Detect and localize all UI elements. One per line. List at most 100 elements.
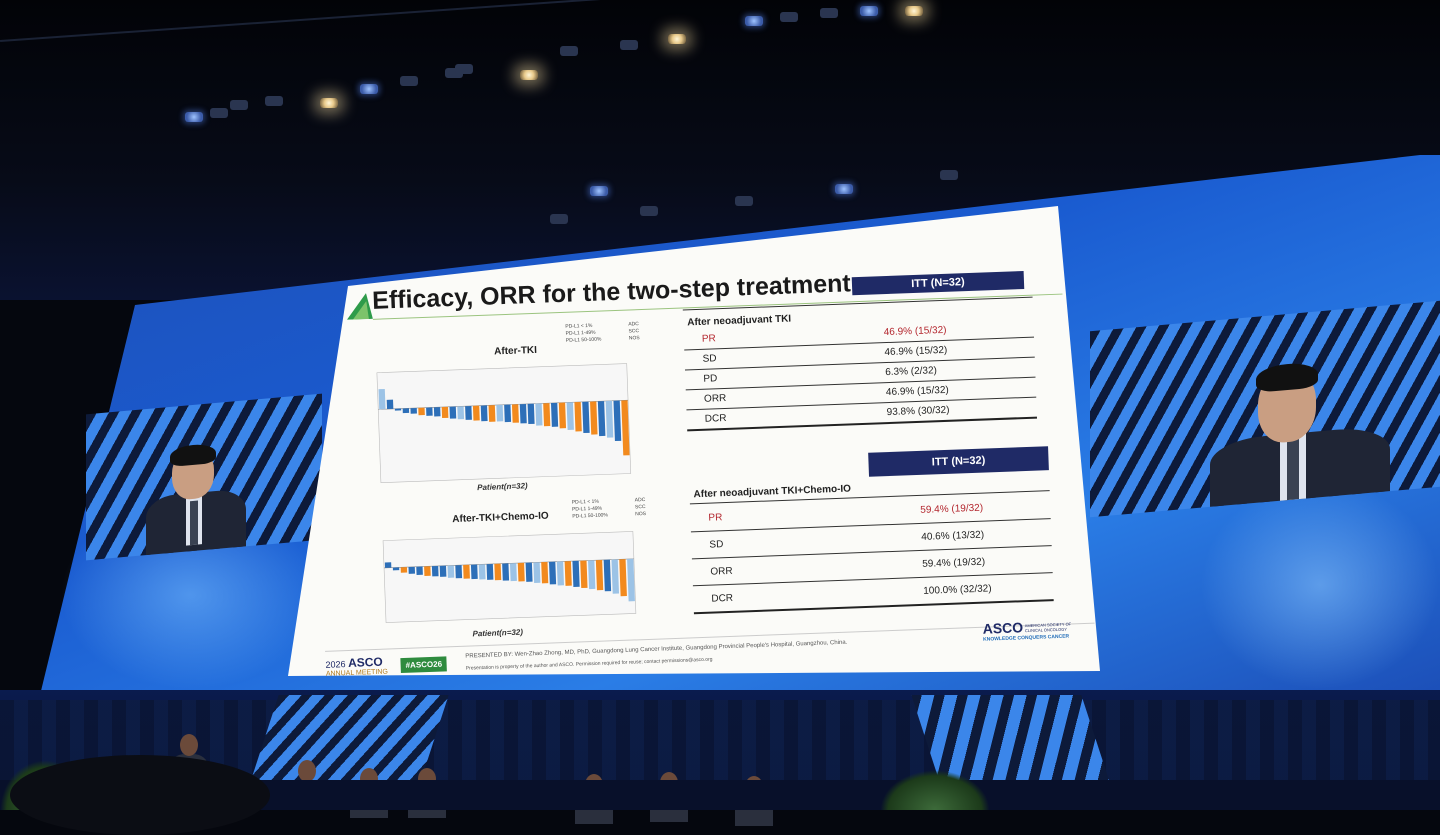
backdrop-glow-right xyxy=(1200,480,1440,690)
stage-light xyxy=(210,108,228,118)
chart2-title: After-TKI+Chemo-IO xyxy=(452,510,549,526)
plot-area xyxy=(376,363,632,483)
bar xyxy=(410,407,417,414)
bar xyxy=(441,406,449,419)
stage-light xyxy=(905,6,923,16)
stage-light xyxy=(640,206,658,216)
meeting-sub: ANNUAL MEETING xyxy=(325,668,388,678)
stage-light xyxy=(550,214,568,224)
row-value: 46.9% (15/32) xyxy=(885,384,949,399)
row-value: 6.3% (2/32) xyxy=(885,365,938,379)
stage-light xyxy=(590,186,608,196)
bar xyxy=(449,406,457,419)
meeting-logo: 2026 ASCO ANNUAL MEETING xyxy=(325,655,388,678)
bar xyxy=(511,404,519,423)
bar xyxy=(525,562,533,582)
bar xyxy=(463,564,470,579)
bar xyxy=(416,566,423,575)
bar xyxy=(418,407,425,416)
bar xyxy=(386,399,394,410)
stage-light xyxy=(620,40,638,50)
panelist-head xyxy=(298,760,316,782)
row-label: SD xyxy=(702,353,717,365)
legend-item: NOS xyxy=(635,510,647,518)
bar xyxy=(588,560,596,590)
stage-light xyxy=(265,96,283,106)
bar xyxy=(558,402,567,429)
stage-light xyxy=(445,68,463,78)
bar xyxy=(619,559,627,597)
bar xyxy=(480,405,488,422)
zero-line xyxy=(384,558,634,569)
bar xyxy=(580,560,588,589)
bar xyxy=(439,565,447,577)
bar xyxy=(494,563,502,581)
bar xyxy=(394,408,402,411)
left-speaker-screen xyxy=(86,393,322,561)
stage-plant-right xyxy=(880,770,990,810)
legend-item: NOS xyxy=(628,335,640,342)
row-label: SD xyxy=(709,539,724,551)
bar xyxy=(603,559,612,592)
bar xyxy=(574,401,582,432)
row-value: 40.6% (13/32) xyxy=(921,529,985,543)
bar xyxy=(408,566,416,574)
bar xyxy=(486,563,494,580)
bar xyxy=(550,402,559,427)
audience-head xyxy=(10,755,270,835)
meeting-year: 2026 xyxy=(325,659,346,670)
bar xyxy=(378,388,386,410)
bar xyxy=(595,559,604,591)
stage-light xyxy=(360,84,378,94)
hashtag-badge: #ASCO26 xyxy=(400,656,448,674)
bar xyxy=(504,404,512,423)
stage-light xyxy=(668,34,686,44)
bar xyxy=(572,560,580,587)
stage-light xyxy=(400,76,418,86)
bar xyxy=(433,407,441,417)
row-value: 59.4% (19/32) xyxy=(922,556,986,570)
asco-logo: ASCO AMERICAN SOCIETY OF CLINICAL ONCOLO… xyxy=(982,617,1085,642)
table2: After neoadjuvant TKI+Chemo-IO PR 59.4% (… xyxy=(689,476,1054,615)
bar xyxy=(426,407,433,416)
row-label: DCR xyxy=(704,412,727,425)
row-label: PR xyxy=(708,512,723,524)
row-value: 59.4% (19/32) xyxy=(920,502,984,516)
bar xyxy=(470,564,478,580)
bar xyxy=(431,565,439,577)
bar xyxy=(517,562,525,582)
slide-title: Efficacy, ORR for the two-step treatment xyxy=(371,269,852,315)
stage-light xyxy=(780,12,798,22)
legend-item: PD-L1 50-100% xyxy=(572,512,608,520)
chart2-waterfall xyxy=(382,531,637,623)
bar xyxy=(597,401,606,437)
bar xyxy=(488,405,496,422)
row-value: 46.9% (15/32) xyxy=(883,324,947,339)
bar xyxy=(605,400,614,438)
stage-light xyxy=(455,64,473,74)
chart1-waterfall xyxy=(376,363,632,483)
stage-light xyxy=(560,46,578,56)
stage-light xyxy=(735,196,753,206)
chart2-legend: PD-L1 < 1% PD-L1 1-49% PD-L1 50-100% xyxy=(572,498,608,520)
stage-light xyxy=(860,6,878,16)
right-speaker-screen xyxy=(1090,300,1440,518)
meeting-name: ASCO xyxy=(347,654,383,670)
bar xyxy=(509,563,517,582)
row-label: PD xyxy=(703,373,718,385)
stage-light xyxy=(185,112,203,122)
bar xyxy=(424,566,431,577)
bar xyxy=(533,562,541,583)
asco-wordmark: ASCO xyxy=(982,619,1024,637)
bar xyxy=(613,400,622,442)
slide-logo-icon xyxy=(346,293,373,320)
bar xyxy=(457,406,465,420)
chart1-legend-right: ADC SCC NOS xyxy=(628,321,640,342)
chart1-xlabel: Patient(n=32) xyxy=(477,481,528,493)
bar xyxy=(621,400,630,456)
plot-area xyxy=(382,531,637,623)
bar xyxy=(535,403,543,426)
bar xyxy=(502,563,510,581)
table1-header: ITT (N=32) xyxy=(851,270,1025,296)
chart2-xlabel: Patient(n=32) xyxy=(472,627,524,639)
